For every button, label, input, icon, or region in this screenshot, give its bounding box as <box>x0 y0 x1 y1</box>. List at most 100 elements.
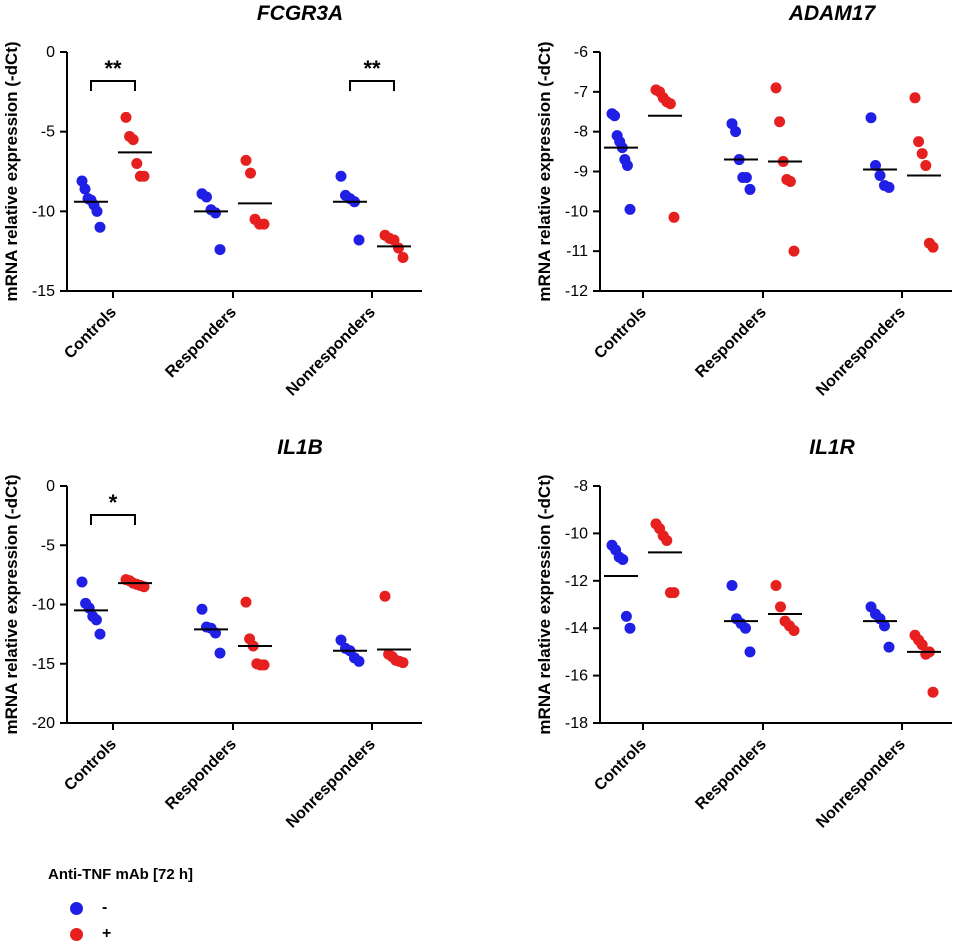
panel-3-y-tick-label: -10 <box>32 597 55 614</box>
panel-2-treated-point <box>788 245 800 257</box>
panel-1-untreated-point <box>353 234 365 246</box>
panel-2-treated-point <box>909 92 921 104</box>
panel-3-y-tick-label: -15 <box>32 656 55 673</box>
panel-4-y-tick-label: -14 <box>565 620 588 637</box>
panel-1-untreated-point <box>210 207 221 219</box>
panel-1-treated-point <box>388 234 400 246</box>
panel-2-y-tick-label: -9 <box>574 164 588 181</box>
panel-1-significance-bracket <box>349 80 395 91</box>
panel-1-untreated-point <box>91 205 103 217</box>
panel-4-untreated-point <box>740 622 751 634</box>
panel-1-untreated-point <box>214 244 226 256</box>
panel-3-x-tick-label-controls: Controls <box>61 736 120 795</box>
panel-2-treated-point <box>784 175 796 187</box>
panel-4-treated-point <box>770 580 782 592</box>
legend-title: Anti-TNF mAb [72 h] <box>48 866 193 883</box>
panel-1-treated-point <box>240 154 252 166</box>
panel-4-untreated-point <box>883 641 895 653</box>
panel-1-untreated-point <box>335 170 347 182</box>
panel-4-treated-point <box>916 639 928 651</box>
panel-1-treated-point <box>127 134 139 146</box>
panel-2-untreated-point <box>624 203 636 215</box>
panel-4-y-tick-label: -10 <box>565 525 588 542</box>
panel-1-y-tick-label: -10 <box>32 203 55 220</box>
panel-2-treated-point <box>916 148 928 160</box>
panel-2-treated-point <box>770 82 782 94</box>
panel-2-y-tick-label: -8 <box>574 124 588 141</box>
panel-2-y-tick-label: -6 <box>574 44 588 61</box>
panel-4-treated-point <box>775 601 786 613</box>
panel-4-untreated-point <box>617 553 629 565</box>
panel-2-untreated-point <box>744 183 756 195</box>
legend-label-plus: + <box>102 925 112 942</box>
legend-label-minus: - <box>102 899 108 916</box>
panel-3-x-tick-label-responders: Responders <box>162 736 239 813</box>
panel-1-y-axis-label: mRNA relative expression (-dCt) <box>2 41 21 301</box>
panel-3-untreated-point <box>353 655 365 667</box>
panel-1-x-tick-label-responders: Responders <box>162 304 239 381</box>
panel-3-treated-point <box>258 659 270 671</box>
panel-3-untreated-point <box>196 603 208 615</box>
panel-3-treated-point <box>240 596 252 608</box>
panel-1-treated-point <box>120 111 132 123</box>
panel-2-treated-point <box>913 136 925 148</box>
panel-3-y-tick-label: 0 <box>46 478 55 495</box>
panel-3-untreated-point <box>76 576 88 588</box>
panel-2-y-axis-label: mRNA relative expression (-dCt) <box>535 41 554 301</box>
panel-4-y-tick-label: -12 <box>565 573 588 590</box>
panel-2-treated-point <box>664 98 676 110</box>
panel-2-untreated-point <box>609 110 621 122</box>
panel-2-title: ADAM17 <box>788 2 877 25</box>
panel-2-treated-point <box>927 241 939 253</box>
panel-1-treated-point <box>131 158 143 170</box>
panel-2-x-tick-label-responders: Responders <box>692 304 769 381</box>
panel-2-x-tick-label-controls: Controls <box>591 304 650 363</box>
panel-4-untreated-point <box>879 620 890 632</box>
legend: Anti-TNF mAb [72 h] - + <box>0 860 400 944</box>
panel-1-untreated-point <box>201 191 212 203</box>
panel-3-x-tick-label-nonresponders: Nonresponders <box>283 736 379 832</box>
panel-4-untreated-point <box>624 622 636 634</box>
panel-4-title: IL1R <box>809 436 855 459</box>
panel-3-untreated-point <box>335 634 347 646</box>
panel-2-x-tick-label-nonresponders: Nonresponders <box>813 304 909 400</box>
panel-3-significance-bracket <box>90 514 136 525</box>
panel-2-treated-point <box>920 160 932 172</box>
panel-3-untreated-point <box>90 614 102 626</box>
panel-2-untreated-point <box>883 181 895 193</box>
panel-2-treated-point <box>774 116 786 128</box>
panel-2-untreated-point <box>870 160 881 172</box>
panel-1-untreated-point <box>79 183 91 195</box>
panel-2-untreated-point <box>740 171 752 183</box>
panel-4-y-tick-label: -16 <box>565 668 588 685</box>
panel-3-y-axis-label: mRNA relative expression (-dCt) <box>2 474 21 734</box>
panel-4-treated-point <box>788 625 800 637</box>
panel-1-x-tick-label-controls: Controls <box>61 304 120 363</box>
panel-1-significance-label: ** <box>363 56 381 81</box>
panel-3-y-tick-label: -20 <box>32 715 55 732</box>
panel-2-y-tick-label: -10 <box>565 203 588 220</box>
panel-3-treated-point <box>379 590 391 602</box>
panel-2-y-tick-label: -12 <box>565 283 588 300</box>
panel-4-untreated-point <box>620 610 632 622</box>
blue-dot-icon <box>70 902 83 915</box>
panel-2-untreated-point <box>621 160 633 172</box>
panel-3-treated-point <box>397 657 409 669</box>
panel-4-treated-point <box>661 535 673 547</box>
panel-1-treated-point <box>393 242 404 254</box>
panel-1-y-tick-label: 0 <box>46 44 55 61</box>
panel-1-significance-label: ** <box>104 56 122 81</box>
panel-1-treated-point <box>138 170 150 182</box>
panel-3-significance-label: * <box>109 490 118 515</box>
panel-1-y-tick-label: -5 <box>41 124 55 141</box>
panel-1-treated-point <box>258 218 270 230</box>
panel-1-untreated-point <box>94 221 106 233</box>
panel-4-x-tick-label-controls: Controls <box>591 736 650 795</box>
panel-4-x-tick-label-nonresponders: Nonresponders <box>813 736 909 832</box>
panel-4-treated-point <box>668 587 680 599</box>
panel-2-y-tick-label: -7 <box>574 84 588 101</box>
panel-2-treated-point <box>668 211 680 223</box>
panel-3-untreated-point <box>214 647 226 659</box>
